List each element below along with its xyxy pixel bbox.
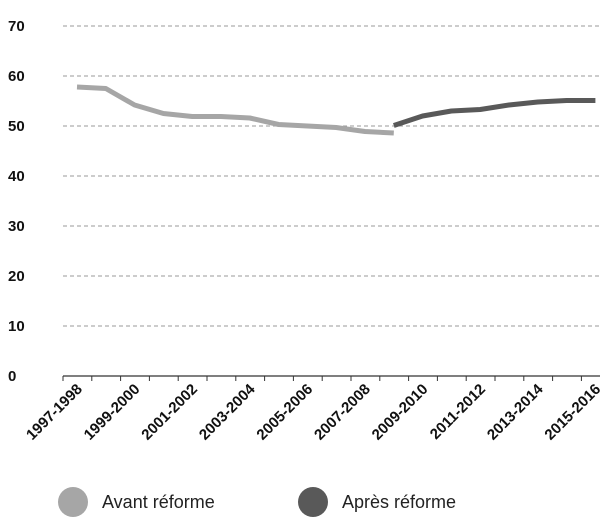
x-tick-label: 1997-1998 <box>23 381 86 444</box>
series-line-0 <box>76 84 394 136</box>
y-tick-label: 50 <box>8 118 25 135</box>
axes <box>62 375 600 381</box>
series-lines <box>76 84 596 136</box>
y-tick-labels: 0 10 20 30 40 50 60 70 <box>8 18 25 385</box>
y-tick-label: 10 <box>8 318 25 335</box>
y-tick-label: 0 <box>8 368 16 385</box>
y-tick-label: 60 <box>8 68 25 85</box>
x-tick-label: 2011-2012 <box>427 381 489 443</box>
y-tick-label: 20 <box>8 268 25 285</box>
x-tick-label: 2005-2006 <box>253 381 316 444</box>
x-tick-label: 2007-2008 <box>311 381 374 444</box>
y-tick-label: 70 <box>8 18 25 35</box>
legend: Avant réforme Après réforme <box>0 487 609 517</box>
y-tick-label: 30 <box>8 218 25 235</box>
legend-label-avant: Avant réforme <box>102 491 215 512</box>
x-tick-label: 2015-2016 <box>541 381 604 444</box>
legend-item-avant: Avant réforme <box>58 487 215 517</box>
x-tick-label: 2001-2002 <box>138 381 201 444</box>
x-tick-label: 2003-2004 <box>196 380 259 443</box>
legend-item-apres: Après réforme <box>298 487 457 517</box>
legend-label-apres: Après réforme <box>342 491 457 512</box>
x-tick-label: 1999-2000 <box>81 381 144 444</box>
legend-swatch-avant <box>58 487 88 517</box>
y-tick-label: 40 <box>8 168 25 185</box>
x-tick-label: 2013-2014 <box>484 380 547 443</box>
x-tick-label: 2009-2010 <box>369 381 432 444</box>
x-tick-labels: 1997-19981999-20002001-20022003-20042005… <box>23 380 604 443</box>
legend-swatch-apres <box>298 487 328 517</box>
grid-lines <box>63 25 600 327</box>
series-line-1 <box>393 98 596 128</box>
